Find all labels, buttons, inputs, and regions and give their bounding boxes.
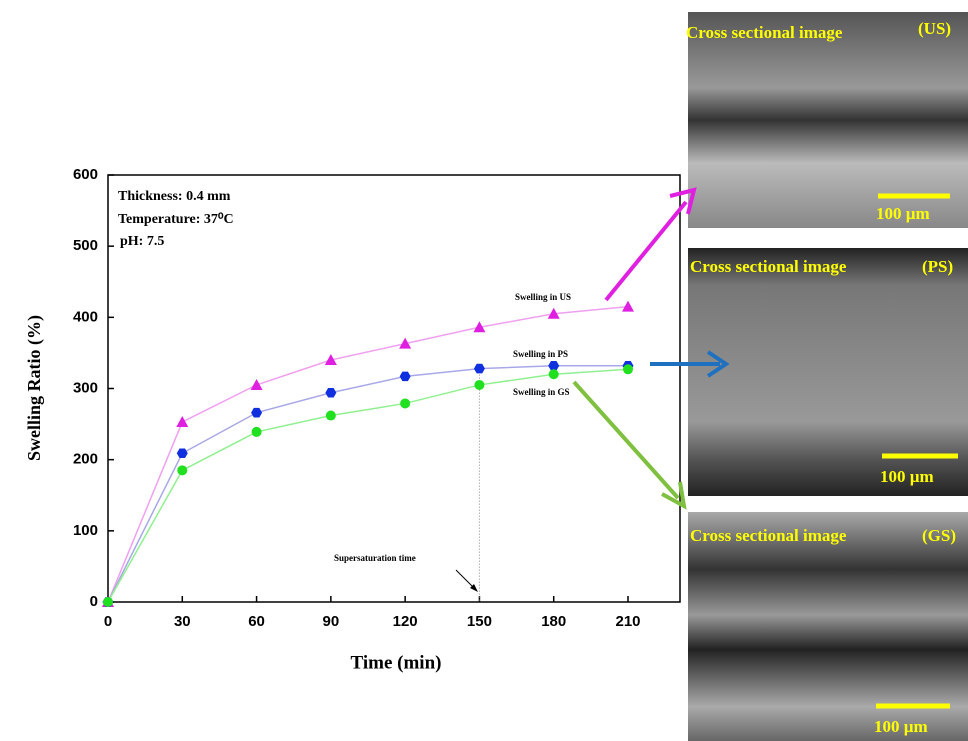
arrow — [572, 380, 680, 500]
annotation: Thickness: 0.4 mm — [118, 189, 231, 204]
x-axis-label: Time (min) — [351, 652, 442, 673]
y-tick-label: 100 — [73, 522, 98, 539]
sem-image — [688, 12, 968, 228]
annotation: pH: 7.5 — [120, 234, 164, 249]
panel-tag: (PS) — [922, 257, 953, 276]
marker — [324, 354, 337, 366]
marker — [473, 363, 485, 374]
marker — [399, 371, 411, 382]
y-tick-label: 600 — [73, 166, 98, 183]
marker — [325, 388, 337, 398]
scale-label: 100 µm — [880, 467, 934, 486]
arrows — [572, 187, 730, 510]
marker — [473, 321, 486, 333]
series-label: Swelling in GS — [513, 387, 570, 397]
sem-image — [688, 512, 968, 741]
marker — [103, 597, 113, 607]
marker — [548, 369, 559, 380]
marker — [176, 448, 188, 459]
series-label: Swelling in US — [515, 292, 571, 302]
annotation: Temperature: 37⁰C — [118, 212, 234, 227]
x-tick-label: 0 — [104, 613, 112, 630]
marker — [622, 300, 634, 312]
annotation: Supersaturation time — [334, 553, 416, 563]
series-line — [107, 305, 629, 603]
annotation-arrow — [455, 569, 475, 589]
panel-caption: Cross sectional image — [690, 526, 847, 545]
y-tick-label: 300 — [73, 379, 98, 396]
x-tick-label: 30 — [174, 613, 191, 630]
marker — [177, 465, 188, 476]
y-tick-label: 400 — [73, 308, 98, 325]
y-axis-label: Swelling Ratio (%) — [24, 315, 45, 461]
marker — [325, 410, 336, 421]
arrowhead — [661, 481, 687, 510]
panel-caption: Cross sectional image — [686, 23, 843, 42]
series-label: Swelling in PS — [513, 349, 568, 359]
x-tick-label: 90 — [323, 613, 340, 630]
marker — [474, 379, 485, 390]
scale-label: 100 µm — [874, 717, 928, 736]
marker — [548, 360, 560, 371]
x-tick-label: 210 — [615, 613, 640, 630]
marker — [547, 307, 560, 319]
panel: Cross sectional image (US) 100 µm — [686, 12, 968, 228]
marker — [623, 364, 633, 375]
series-line — [107, 364, 628, 603]
marker — [400, 398, 411, 409]
panel: Cross sectional image (PS) 100 µm — [688, 248, 968, 496]
arrow — [604, 200, 688, 302]
y-tick-label: 0 — [90, 593, 98, 610]
plot-frame — [107, 174, 681, 603]
sem-image — [688, 248, 968, 496]
marker — [399, 337, 412, 349]
marker — [251, 407, 263, 418]
annotation-arrowhead — [470, 584, 478, 592]
panel: Cross sectional image (GS) 100 µm — [688, 512, 968, 741]
x-tick-label: 180 — [541, 613, 566, 630]
y-tick-label: 500 — [73, 237, 98, 254]
arrowhead — [669, 187, 697, 215]
marker — [251, 426, 262, 437]
y-tick-label: 200 — [73, 451, 98, 468]
panel-tag: (GS) — [922, 526, 956, 545]
panel-tag: (US) — [918, 19, 951, 38]
scale-label: 100 µm — [876, 204, 930, 223]
arrowhead — [706, 350, 730, 378]
x-tick-label: 150 — [467, 613, 492, 630]
marker — [176, 415, 189, 427]
series-line — [107, 368, 629, 603]
x-tick-label: 60 — [248, 613, 265, 630]
x-tick-label: 120 — [393, 613, 418, 630]
panel-caption: Cross sectional image — [690, 257, 847, 276]
marker — [250, 378, 263, 390]
